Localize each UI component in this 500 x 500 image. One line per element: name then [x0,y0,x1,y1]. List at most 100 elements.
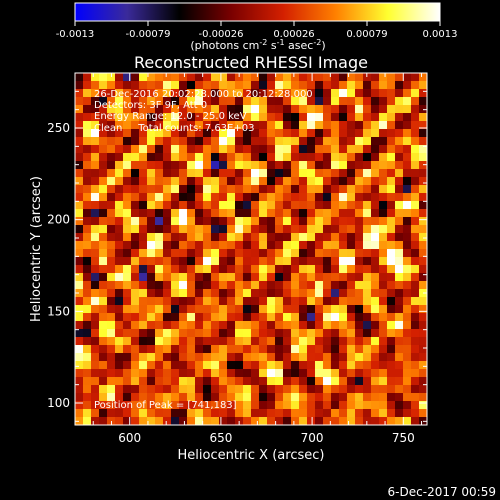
heatmap-cell [187,393,196,402]
heatmap-cell [355,129,364,138]
heatmap-cell [75,153,84,162]
heatmap-cell [187,369,196,378]
heatmap-cell [331,113,340,122]
heatmap-cell [387,305,396,314]
heatmap-cell [155,177,164,186]
heatmap-cell [283,257,292,266]
heatmap-cell [275,297,284,306]
heatmap-cell [171,345,180,354]
heatmap-cell [323,129,332,138]
heatmap-cell [355,249,364,258]
colorbar-tick-label: 0.00026 [273,29,314,40]
heatmap-cell [139,241,148,250]
heatmap-cell [99,249,108,258]
heatmap-cell [235,289,244,298]
heatmap-cell [219,217,228,226]
heatmap-cell [363,137,372,146]
heatmap-cell [267,313,276,322]
heatmap-cell [419,121,427,130]
heatmap-cell [331,361,340,370]
heatmap-cell [219,233,228,242]
heatmap-cell [283,385,292,394]
heatmap-cell [179,345,188,354]
heatmap-cell [139,97,148,106]
heatmap-cell [339,417,348,425]
heatmap-cell [307,233,316,242]
heatmap-cell [331,217,340,226]
heatmap-cell [123,113,132,122]
heatmap-cell [139,273,148,282]
heatmap-cell [91,113,100,122]
heatmap-cell [187,137,196,146]
heatmap-cell [219,225,228,234]
heatmap-cell [403,233,412,242]
heatmap-cell [299,121,308,130]
heatmap-cell [411,361,420,370]
heatmap-cell [211,137,220,146]
heatmap-cell [307,177,316,186]
heatmap-cell [299,241,308,250]
heatmap-cell [251,417,260,425]
heatmap-cell [99,153,108,162]
heatmap-cell [395,153,404,162]
heatmap-cell [243,105,252,114]
heatmap-cell [403,321,412,330]
heatmap-cell [123,289,132,298]
heatmap-cell [387,313,396,322]
heatmap-cell [251,289,260,298]
heatmap-cell [379,265,388,274]
heatmap-cell [99,137,108,146]
heatmap-cell [187,105,196,114]
heatmap-cell [331,161,340,170]
heatmap-cell [387,289,396,298]
heatmap-cell [147,417,156,425]
x-tick-label: 750 [392,431,415,445]
heatmap-cell [323,209,332,218]
heatmap-cell [315,305,324,314]
heatmap-cell [235,201,244,210]
heatmap-cell [211,209,220,218]
heatmap-cell [411,193,420,202]
heatmap-cell [179,209,188,218]
heatmap-cell [259,153,268,162]
heatmap-cell [235,73,244,82]
heatmap-cell [147,321,156,330]
heatmap-cell [195,409,204,418]
heatmap-cell [363,153,372,162]
heatmap-cell [291,249,300,258]
heatmap-cell [403,281,412,290]
heatmap-cell [291,81,300,90]
heatmap-cell [123,105,132,114]
heatmap-cell [387,73,396,82]
heatmap-cell [179,321,188,330]
heatmap-cell [219,73,228,82]
heatmap-cell [83,169,92,178]
heatmap-cell [219,297,228,306]
heatmap-cell [275,137,284,146]
heatmap-cell [139,121,148,130]
heatmap-cell [339,297,348,306]
heatmap-cell [123,345,132,354]
heatmap-cell [163,169,172,178]
heatmap-cell [307,385,316,394]
heatmap-cell [99,281,108,290]
heatmap-cell [107,241,116,250]
heatmap-cell [331,105,340,114]
heatmap-cell [83,113,92,122]
heatmap-cell [403,385,412,394]
heatmap-cell [339,153,348,162]
heatmap-cell [227,337,236,346]
heatmap-cell [147,353,156,362]
heatmap-cell [379,81,388,90]
heatmap-cell [179,265,188,274]
heatmap-cell [235,121,244,130]
heatmap-cell [339,201,348,210]
heatmap-cell [395,169,404,178]
heatmap-cell [123,81,132,90]
heatmap-cell [315,209,324,218]
heatmap-cell [339,97,348,106]
heatmap-cell [163,257,172,266]
heatmap-cell [203,289,212,298]
heatmap-cell [419,409,427,418]
heatmap-cell [315,289,324,298]
